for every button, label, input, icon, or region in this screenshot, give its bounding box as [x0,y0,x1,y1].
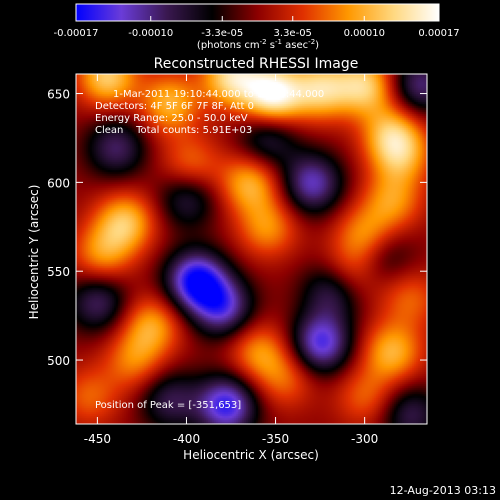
y-axis-ticks: 500 550 600 650 [47,88,427,368]
x-tick-label: -400 [173,432,200,446]
y-tick-label: 600 [47,176,70,190]
x-tick-label: -300 [351,432,378,446]
heatmap-image [76,74,427,424]
x-axis-ticks: -450 -400 -350 -300 [84,74,378,446]
y-axis-label: Heliocentric Y (arcsec) [27,185,41,320]
x-tick-label: -350 [262,432,289,446]
colorbar-tick-label: -3.3e-05 [201,28,243,39]
energy-range-label: Energy Range: 25.0 - 50.0 keV [95,113,248,124]
colorbar-tick-label: 0.00017 [418,28,459,39]
generation-date: 12-Aug-2013 03:13 [390,484,496,497]
y-tick-label: 550 [47,265,70,279]
time-range-label: 1-Mar-2011 19:10:44.000 to 19:13:44.000 [113,89,324,100]
observation-info: 1-Mar-2011 19:10:44.000 to 19:13:44.000 … [95,89,324,411]
detectors-label: Detectors: 4F 5F 6F 7F 8F, Att 0 [95,101,254,112]
chart-title: Reconstructed RHESSI Image [154,56,359,72]
x-axis-label: Heliocentric X (arcsec) [183,448,319,462]
colorbar-tick-label: -0.00017 [54,28,99,39]
peak-position-label: Position of Peak = [-351,653] [95,400,241,411]
colorbar-tick-label: 0.00010 [344,28,385,39]
colorbar-units: (photons cm-2 s-1 asec-2) [197,38,319,51]
plot-frame [75,73,428,425]
x-tick-label: -450 [84,432,111,446]
colorbar-tick-label: -0.00010 [128,28,173,39]
total-counts-label: Clean Total counts: 5.91E+03 [95,125,252,136]
colorbar-ticks: -0.00017 -0.00010 -3.3e-05 3.3e-05 0.00010 0.… [54,16,460,39]
colorbar: -0.00017 -0.00010 -3.3e-05 3.3e-05 0.00010 0.… [54,3,460,51]
y-tick-label: 500 [47,354,70,368]
colorbar-tick-label: 3.3e-05 [274,28,312,39]
colorbar-strip [75,3,440,22]
heatmap-area [76,74,427,424]
y-tick-label: 650 [47,88,70,102]
